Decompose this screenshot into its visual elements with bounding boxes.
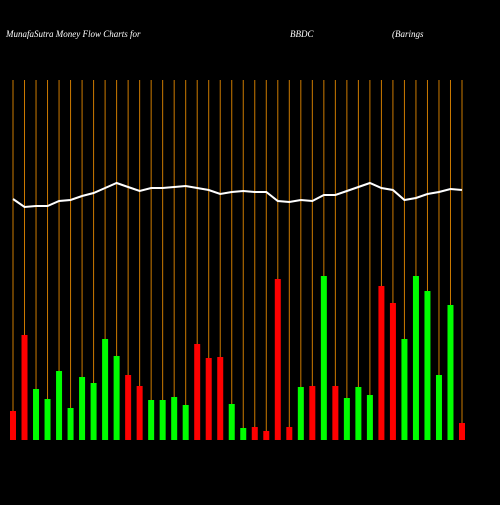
bar: [424, 291, 431, 440]
bar: [447, 305, 454, 440]
bar: [10, 411, 16, 440]
bar: [435, 375, 442, 440]
bar: [240, 428, 247, 440]
bar: [251, 427, 258, 440]
bar: [412, 276, 419, 440]
bar: [205, 358, 212, 440]
bar: [286, 427, 293, 440]
bar: [44, 399, 51, 440]
bar: [148, 400, 155, 440]
bar: [389, 303, 396, 440]
bar: [459, 423, 465, 440]
bar: [320, 276, 327, 440]
bar: [297, 387, 304, 440]
bar: [263, 431, 270, 440]
bar: [33, 389, 40, 440]
bar: [217, 357, 224, 440]
bar: [21, 335, 28, 440]
bar: [90, 383, 97, 440]
bar: [113, 356, 120, 440]
bar: [102, 339, 109, 440]
bar: [171, 397, 178, 440]
bar: [274, 279, 281, 440]
chart-subtitle: BBDC: [290, 29, 314, 39]
bar: [309, 386, 316, 440]
bar: [355, 387, 362, 440]
bar: [56, 371, 63, 440]
chart-title: MunafaSutra Money Flow Charts for: [5, 29, 141, 39]
bar: [67, 408, 74, 440]
bar: [79, 377, 86, 440]
bar: [228, 404, 235, 440]
bar: [378, 286, 385, 440]
money-flow-line: [12, 181, 463, 209]
bar: [366, 395, 373, 440]
bar: [343, 398, 350, 440]
bar: [125, 375, 132, 440]
bar: [401, 339, 408, 440]
bar: [332, 386, 339, 440]
bar: [194, 344, 201, 440]
bar: [182, 405, 189, 440]
chart-note: (Barings: [392, 29, 424, 39]
bar: [159, 400, 166, 440]
bar: [136, 386, 143, 440]
